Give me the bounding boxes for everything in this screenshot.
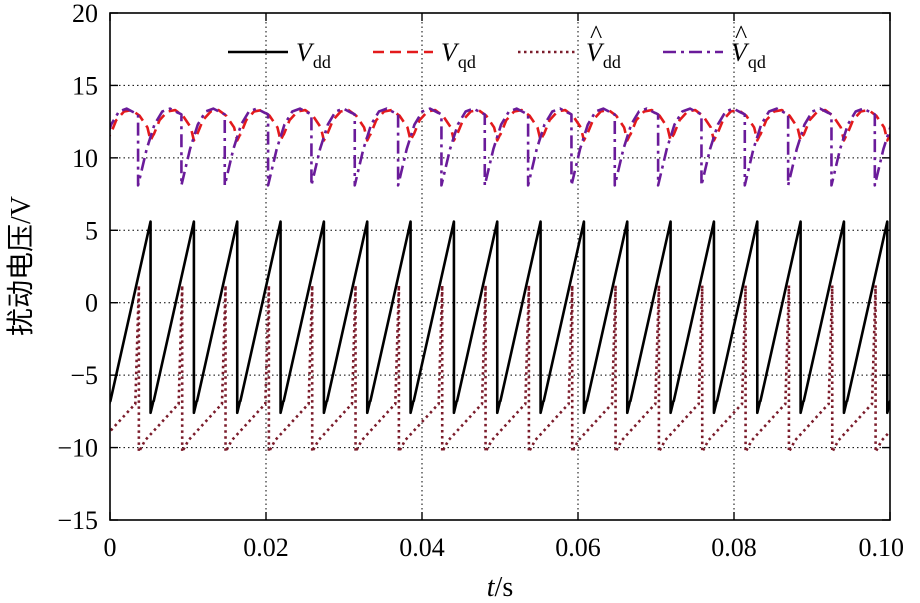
tick-labels: 0 0.02 0.04 0.06 0.08 0.10 −15 −10 −5 0 5 10 15 20 bbox=[57, 0, 904, 562]
legend-label-subscript: qd bbox=[458, 52, 476, 72]
y-tick-label: 15 bbox=[72, 71, 98, 100]
x-axis-variable: t bbox=[487, 572, 496, 603]
legend-label-main: V bbox=[731, 38, 750, 67]
x-axis-unit: /s bbox=[495, 572, 514, 603]
y-tick-label: −5 bbox=[70, 361, 98, 390]
axis-ticks bbox=[109, 12, 891, 521]
grid-lines bbox=[110, 13, 890, 520]
legend-label: Vqd bbox=[731, 38, 766, 72]
series-line-hat-qd bbox=[110, 107, 890, 187]
series-line-qd bbox=[110, 108, 890, 142]
series-line-dd bbox=[110, 220, 890, 415]
legend: Vdd Vqd Vdd^Vqd^ bbox=[228, 20, 766, 72]
legend-label-main: V bbox=[441, 38, 460, 67]
x-tick-label: 0.10 bbox=[859, 533, 905, 562]
x-tick-label: 0.04 bbox=[399, 533, 445, 562]
series-lines bbox=[110, 107, 890, 454]
x-tick-label: 0.06 bbox=[555, 533, 601, 562]
y-tick-label: −15 bbox=[57, 506, 98, 535]
legend-label-subscript: dd bbox=[603, 52, 621, 72]
legend-label-subscript: dd bbox=[313, 52, 331, 72]
x-tick-label: 0.08 bbox=[711, 533, 757, 562]
legend-label-subscript: qd bbox=[748, 52, 766, 72]
plot-frame bbox=[109, 12, 891, 521]
x-tick-label: 0 bbox=[104, 533, 117, 562]
legend-label-main: V bbox=[296, 38, 315, 67]
x-tick-label: 0.02 bbox=[243, 533, 289, 562]
y-tick-label: 20 bbox=[72, 0, 98, 28]
y-tick-label: 10 bbox=[72, 144, 98, 173]
legend-hat: ^ bbox=[590, 20, 602, 49]
legend-label: Vqd bbox=[441, 38, 476, 72]
legend-hat: ^ bbox=[735, 20, 747, 49]
y-tick-label: 0 bbox=[85, 289, 98, 318]
legend-label: Vdd bbox=[586, 38, 621, 72]
legend-label: Vdd bbox=[296, 38, 331, 72]
series-line-hat-dd bbox=[110, 284, 890, 454]
y-tick-label: −10 bbox=[57, 434, 98, 463]
y-axis-label: 扰动电压/V bbox=[5, 196, 37, 336]
legend-label-main: V bbox=[586, 38, 605, 67]
y-tick-label: 5 bbox=[85, 216, 98, 245]
x-axis-label: t/s bbox=[487, 572, 513, 603]
